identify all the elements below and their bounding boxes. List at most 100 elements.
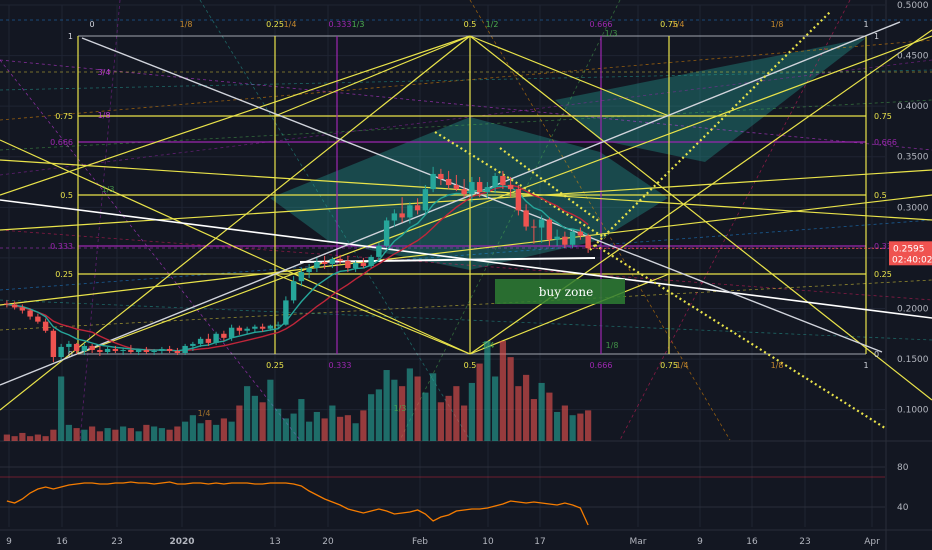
- candle-body: [461, 189, 467, 195]
- candle-body: [298, 272, 305, 282]
- volume-bar: [3, 434, 10, 441]
- candle-body: [337, 258, 343, 261]
- ema-line: [6, 185, 589, 352]
- price-tick-label: 0.3500: [897, 153, 929, 163]
- volume-bar: [158, 428, 165, 441]
- volume-bar: [507, 357, 514, 441]
- candle-body: [469, 182, 475, 195]
- volume-bar: [414, 376, 421, 441]
- candle-body: [50, 330, 57, 358]
- candle-body: [252, 326, 258, 329]
- candle-body: [321, 261, 328, 264]
- fib-top-label: 0.75: [660, 20, 678, 29]
- volume-bar: [492, 376, 499, 441]
- volume-bar: [352, 423, 359, 441]
- time-tick-label: 9: [697, 537, 703, 547]
- fib-bottom-label: 1: [863, 361, 868, 370]
- volume-bar: [112, 429, 119, 441]
- gann-fan-line: [0, 35, 471, 196]
- volume-bar: [197, 423, 204, 441]
- volume-bar: [228, 421, 235, 441]
- volume-bar: [189, 415, 196, 441]
- gann-dashed-line: [79, 0, 121, 441]
- volume-bar: [538, 382, 545, 441]
- candle-body: [407, 205, 413, 218]
- volume-bar: [290, 413, 297, 441]
- volume-bar: [73, 428, 80, 441]
- fib-fan-label: 1/8: [98, 111, 111, 120]
- gann-fan-fill: [555, 38, 866, 162]
- candle-body: [453, 185, 460, 190]
- trend-line-diagonal: [81, 37, 883, 353]
- volume-bar: [275, 408, 282, 441]
- fib-top-label: 0.666: [590, 20, 613, 29]
- trend-line-diagonal: [0, 21, 901, 386]
- volume-bar: [546, 392, 553, 441]
- fib-right-label: 0.75: [874, 112, 892, 121]
- candle-body: [531, 226, 537, 228]
- candlesticks: [4, 166, 591, 363]
- volume-bar: [174, 426, 181, 441]
- gann-fan-line: [469, 273, 670, 355]
- rsi-panel: [0, 466, 885, 526]
- time-tick-label: 13: [269, 537, 280, 547]
- fib-fan-label: 3/4: [98, 68, 111, 77]
- fib-bottom-label: 1/8: [771, 361, 784, 370]
- gann-dashed-line: [199, 0, 471, 441]
- volume-bar: [530, 399, 537, 441]
- volume-bar: [282, 418, 289, 441]
- gann-dashed-line: [0, 59, 932, 176]
- candle-body: [35, 316, 41, 322]
- fib-top-label: 1/8: [771, 20, 784, 29]
- volume-bar: [391, 379, 398, 441]
- candle-body: [430, 173, 436, 190]
- volume-bar: [65, 424, 72, 441]
- volume-bar: [445, 395, 452, 441]
- candle-body: [112, 348, 119, 351]
- candle-body: [290, 281, 297, 301]
- candle-body: [538, 219, 545, 228]
- candle-body: [283, 300, 289, 325]
- gann-fan-line: [274, 273, 471, 355]
- buy-zone-label: buy zone: [539, 285, 593, 299]
- buy-zone-group: buy zone: [495, 279, 625, 304]
- fib-top-label: 1/8: [180, 20, 193, 29]
- candle-body: [27, 310, 33, 317]
- candle-body: [97, 349, 103, 352]
- candle-body: [11, 304, 18, 308]
- fib-fan-label: 1/4: [482, 341, 495, 350]
- volume-bar: [151, 426, 158, 441]
- volume-bar: [220, 418, 227, 441]
- candle-body: [259, 326, 266, 329]
- moving-averages: [6, 184, 589, 352]
- fib-top-label: 0.5: [464, 20, 477, 29]
- volume-bar: [561, 405, 568, 441]
- time-tick-label: 17: [534, 537, 545, 547]
- candle-body: [569, 231, 576, 245]
- price-tick-label: 0.2000: [897, 304, 929, 314]
- sma-line: [6, 184, 589, 352]
- fib-bottom-label: 0.666: [590, 361, 613, 370]
- candle-body: [399, 213, 405, 218]
- fib-right-label: 1: [874, 32, 879, 41]
- volume-bar: [484, 341, 491, 441]
- fib-right-label: 0.25: [874, 270, 892, 279]
- candle-body: [89, 345, 95, 350]
- candle-body: [306, 268, 312, 273]
- fib-top-label: 0: [89, 20, 94, 29]
- fib-right-label: 0: [874, 350, 879, 359]
- price-tick-label: 0.4000: [897, 102, 929, 112]
- time-axis[interactable]: 9 16 23 2020 13 20 Feb 10 17 Mar 9 16 23 Apr: [6, 537, 880, 547]
- volume-bar: [89, 426, 96, 441]
- volume-bar: [298, 399, 305, 441]
- volume-bar: [360, 410, 367, 441]
- fib-bottom-label: 0.5: [464, 361, 477, 370]
- candle-body: [135, 349, 142, 352]
- volume-bar: [50, 429, 57, 441]
- time-tick-label: Apr: [864, 537, 880, 547]
- candle-body: [19, 307, 26, 311]
- fib-fan-label: 1/8: [606, 341, 619, 350]
- volume-bar: [430, 373, 437, 441]
- volume-bar: [468, 382, 475, 441]
